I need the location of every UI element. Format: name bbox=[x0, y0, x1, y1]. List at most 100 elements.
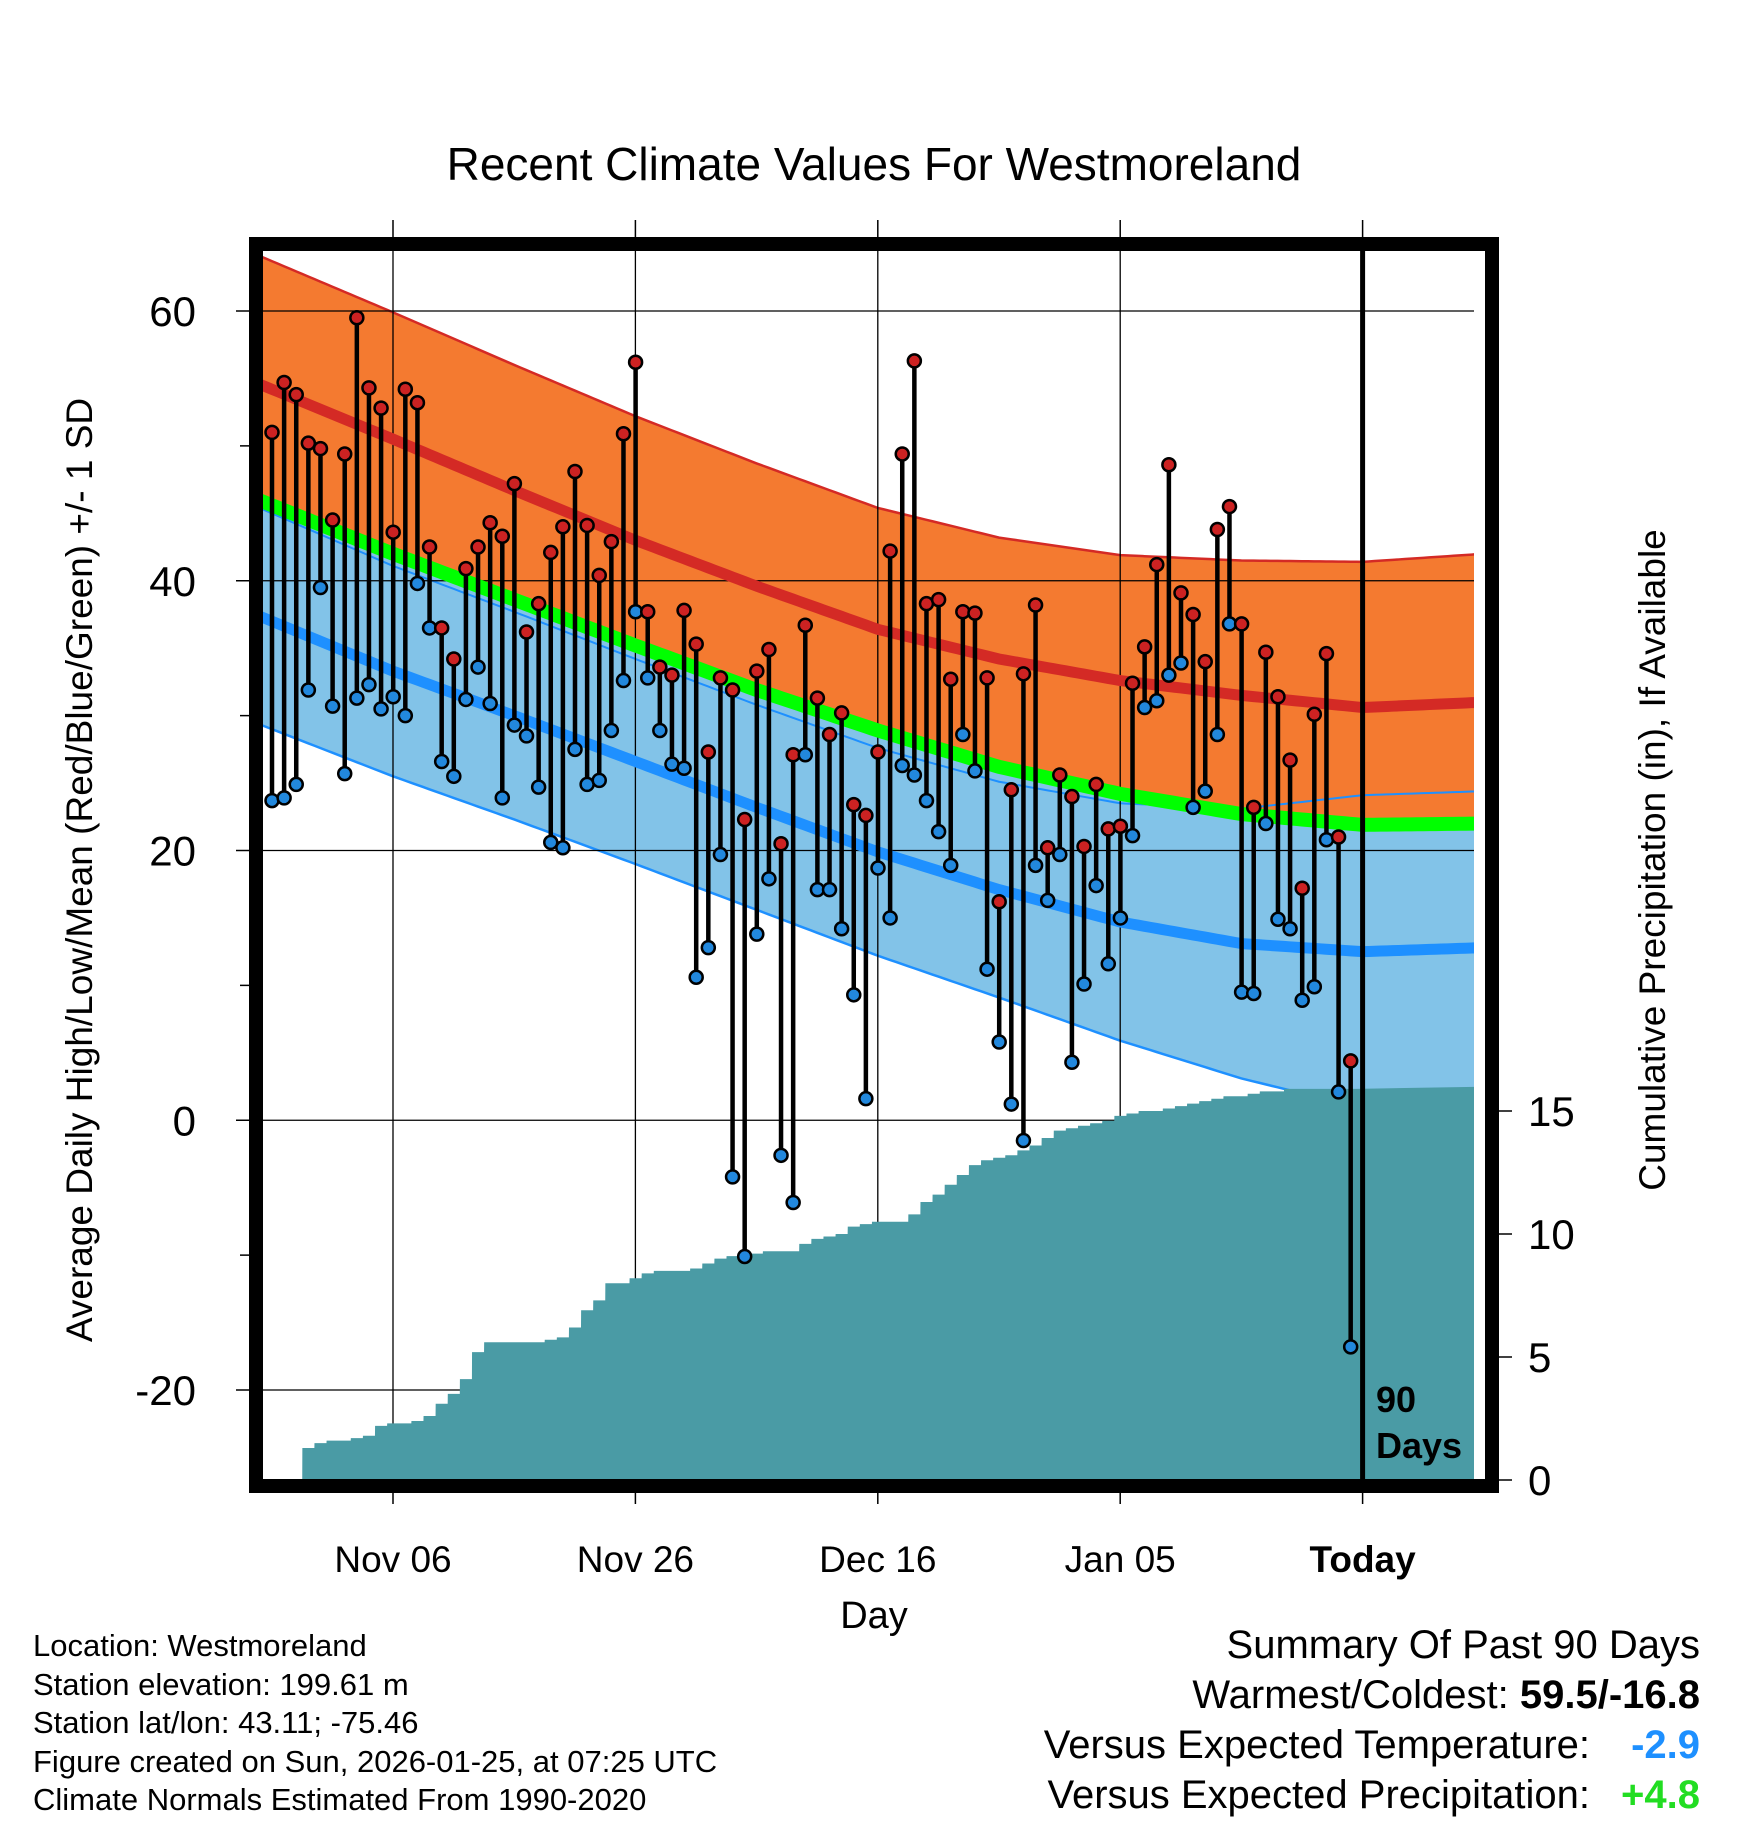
high-point bbox=[373, 400, 389, 416]
x-tick-label: Nov 06 bbox=[334, 1539, 451, 1580]
high-point bbox=[942, 671, 959, 687]
high-point bbox=[797, 617, 814, 634]
high-point bbox=[736, 811, 753, 828]
high-point bbox=[967, 605, 983, 621]
low-point bbox=[482, 695, 498, 712]
low-point bbox=[1076, 976, 1092, 992]
low-point bbox=[397, 707, 414, 724]
high-point bbox=[518, 624, 535, 640]
low-point bbox=[942, 857, 959, 874]
low-point bbox=[1149, 693, 1165, 709]
high-point bbox=[1185, 606, 1201, 623]
high-point bbox=[336, 446, 353, 462]
high-point bbox=[1258, 644, 1274, 660]
x-tick-label: Jan 05 bbox=[1065, 1539, 1176, 1580]
high-point bbox=[276, 374, 292, 391]
low-point bbox=[1088, 877, 1104, 894]
low-point bbox=[652, 722, 668, 739]
high-point bbox=[1270, 688, 1286, 705]
high-point bbox=[1294, 880, 1310, 897]
low-point bbox=[312, 579, 329, 596]
info-latlon: Station lat/lon: 43.11; -75.46 bbox=[33, 1705, 419, 1740]
high-point bbox=[1052, 767, 1068, 783]
high-normal-line bbox=[262, 379, 1474, 714]
high-point bbox=[1209, 521, 1226, 538]
low-point bbox=[967, 763, 983, 779]
low-point bbox=[288, 776, 304, 793]
high-point bbox=[579, 517, 595, 534]
low-point bbox=[1027, 857, 1044, 874]
plot-area bbox=[262, 250, 1474, 1480]
high-point bbox=[906, 353, 923, 369]
low-point bbox=[470, 659, 486, 675]
low-point bbox=[639, 670, 656, 686]
precip-area bbox=[266, 1086, 1474, 1480]
high-point bbox=[433, 620, 450, 636]
high-point bbox=[494, 528, 511, 544]
low-point bbox=[906, 767, 923, 783]
high-point bbox=[1233, 616, 1250, 632]
high-point bbox=[409, 394, 426, 411]
low-point bbox=[894, 757, 910, 774]
low-point bbox=[1282, 920, 1298, 937]
high-point bbox=[676, 602, 692, 619]
low-point bbox=[700, 939, 717, 956]
low-point bbox=[918, 792, 935, 809]
low-point bbox=[1100, 956, 1117, 972]
high-point bbox=[446, 651, 462, 667]
high-point bbox=[761, 641, 777, 658]
low-point bbox=[688, 969, 704, 986]
high-point bbox=[627, 354, 644, 371]
high-point bbox=[1149, 556, 1165, 573]
high-point bbox=[1221, 498, 1238, 515]
x-axis-label: Day bbox=[840, 1595, 908, 1637]
summary-warmest-value: 59.5/-16.8 bbox=[1519, 1673, 1700, 1717]
high-point bbox=[821, 726, 838, 743]
high-upper-edge bbox=[262, 255, 1474, 564]
high-point bbox=[470, 539, 486, 555]
y-tick-label: 20 bbox=[149, 828, 196, 875]
high-point bbox=[700, 744, 717, 760]
summary-precip-value: +4.8 bbox=[1621, 1773, 1700, 1817]
y2-axis-label: Cumulative Precipitation (in), If Availa… bbox=[1632, 529, 1673, 1191]
high-point bbox=[991, 894, 1007, 910]
low-point bbox=[555, 840, 571, 856]
low-point bbox=[458, 691, 474, 708]
high-point bbox=[482, 515, 498, 531]
low-point bbox=[1318, 831, 1335, 848]
low-point bbox=[1330, 1084, 1347, 1100]
low-point bbox=[1185, 799, 1201, 816]
high-point bbox=[1076, 838, 1092, 855]
x-tick-label: Today bbox=[1309, 1539, 1416, 1580]
high-point bbox=[1136, 639, 1153, 655]
summary-precip-label: Versus Expected Precipitation: bbox=[1047, 1773, 1590, 1817]
summary-temp-value: -2.9 bbox=[1631, 1723, 1700, 1767]
low-point bbox=[773, 1147, 789, 1164]
info-normals: Climate Normals Estimated From 1990-2020 bbox=[33, 1782, 647, 1817]
y2-tick-label: 0 bbox=[1528, 1457, 1551, 1504]
x-tick-label: Nov 26 bbox=[577, 1539, 694, 1580]
summary-heading: Summary Of Past 90 Days bbox=[1226, 1623, 1700, 1667]
summary-warmest-label: Warmest/Coldest: bbox=[1192, 1673, 1520, 1717]
high-point bbox=[870, 744, 886, 760]
high-point bbox=[1318, 645, 1335, 662]
high-point bbox=[1342, 1053, 1359, 1069]
high-point bbox=[591, 567, 607, 584]
low-point bbox=[991, 1034, 1007, 1050]
y-tick-label: 40 bbox=[149, 558, 196, 605]
high-point bbox=[1039, 840, 1056, 856]
station-info: Location: Westmoreland Station elevation… bbox=[33, 1627, 717, 1820]
y2-tick-label: 15 bbox=[1528, 1088, 1575, 1135]
low-point bbox=[1161, 667, 1177, 683]
summary-precip-row: Versus Expected Precipitation: +4.8 bbox=[1044, 1770, 1700, 1820]
high-point bbox=[846, 796, 862, 813]
high-point bbox=[397, 381, 414, 397]
low-point bbox=[1015, 1132, 1032, 1149]
summary-warmest-row: Warmest/Coldest: 59.5/-16.8 bbox=[1044, 1670, 1700, 1720]
y-tick-label: -20 bbox=[135, 1367, 196, 1414]
low-point bbox=[858, 1090, 874, 1107]
high-point bbox=[1282, 752, 1298, 768]
high-point bbox=[264, 424, 280, 441]
summary-panel: Summary Of Past 90 Days Warmest/Coldest:… bbox=[1044, 1620, 1700, 1820]
